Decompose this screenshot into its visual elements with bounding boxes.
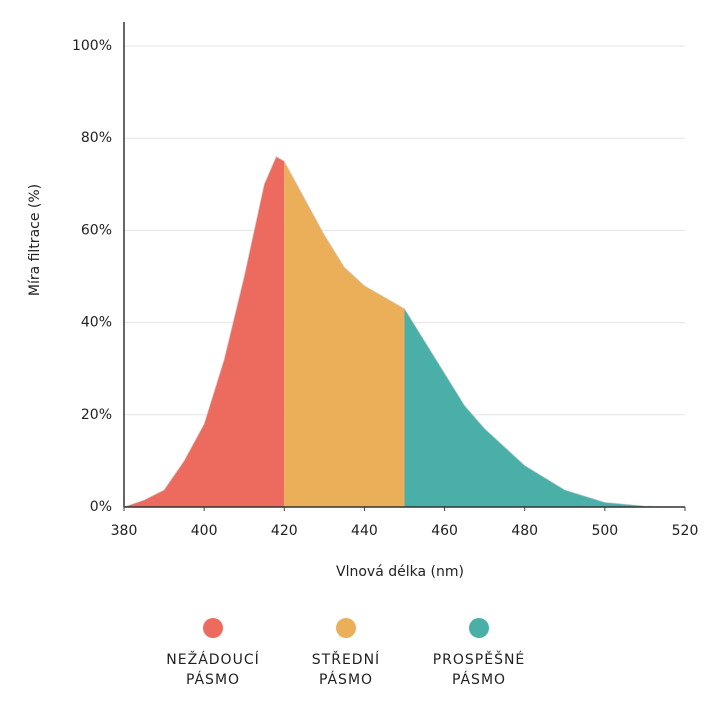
legend-swatch <box>336 618 356 638</box>
y-tick-label: 0% <box>90 499 112 515</box>
x-tick-label: 520 <box>672 523 699 539</box>
legend-item: STŘEDNÍ PÁSMO <box>276 618 416 690</box>
x-tick-label: 400 <box>191 523 218 539</box>
x-tick-label: 440 <box>351 523 378 539</box>
x-tick-label: 380 <box>111 523 138 539</box>
legend-label: PROSPĚŠNÉ PÁSMO <box>432 652 526 688</box>
legend-item: NEŽÁDOUCÍ PÁSMO <box>143 618 283 690</box>
legend-item: PROSPĚŠNÉ PÁSMO <box>409 618 549 690</box>
legend-label: STŘEDNÍ PÁSMO <box>311 652 381 688</box>
y-tick-label: 100% <box>72 38 112 54</box>
band-area <box>284 161 405 507</box>
x-tick-label: 500 <box>591 523 618 539</box>
legend: NEŽÁDOUCÍ PÁSMO STŘEDNÍ PÁSMO PROSPĚŠNÉ PÁ… <box>0 618 720 708</box>
y-tick-label: 20% <box>81 407 112 423</box>
y-axis-title: Míra filtrace (%) <box>27 184 43 296</box>
x-tick-label: 420 <box>271 523 298 539</box>
band-area <box>124 156 285 507</box>
y-tick-label: 80% <box>81 130 112 146</box>
curve-line <box>123 155 686 508</box>
y-tick-label: 40% <box>81 315 112 331</box>
y-tick-label: 60% <box>81 222 112 238</box>
x-tick-label: 460 <box>431 523 458 539</box>
x-tick-label: 480 <box>511 523 538 539</box>
x-axis-title: Vlnová délka (nm) <box>336 564 464 580</box>
legend-swatch <box>203 618 223 638</box>
legend-label: NEŽÁDOUCÍ PÁSMO <box>166 652 260 688</box>
legend-swatch <box>469 618 489 638</box>
chart: Vlnová délka (nm) Míra filtrace (%) 0% 20… <box>27 22 699 580</box>
band-area <box>404 308 685 507</box>
